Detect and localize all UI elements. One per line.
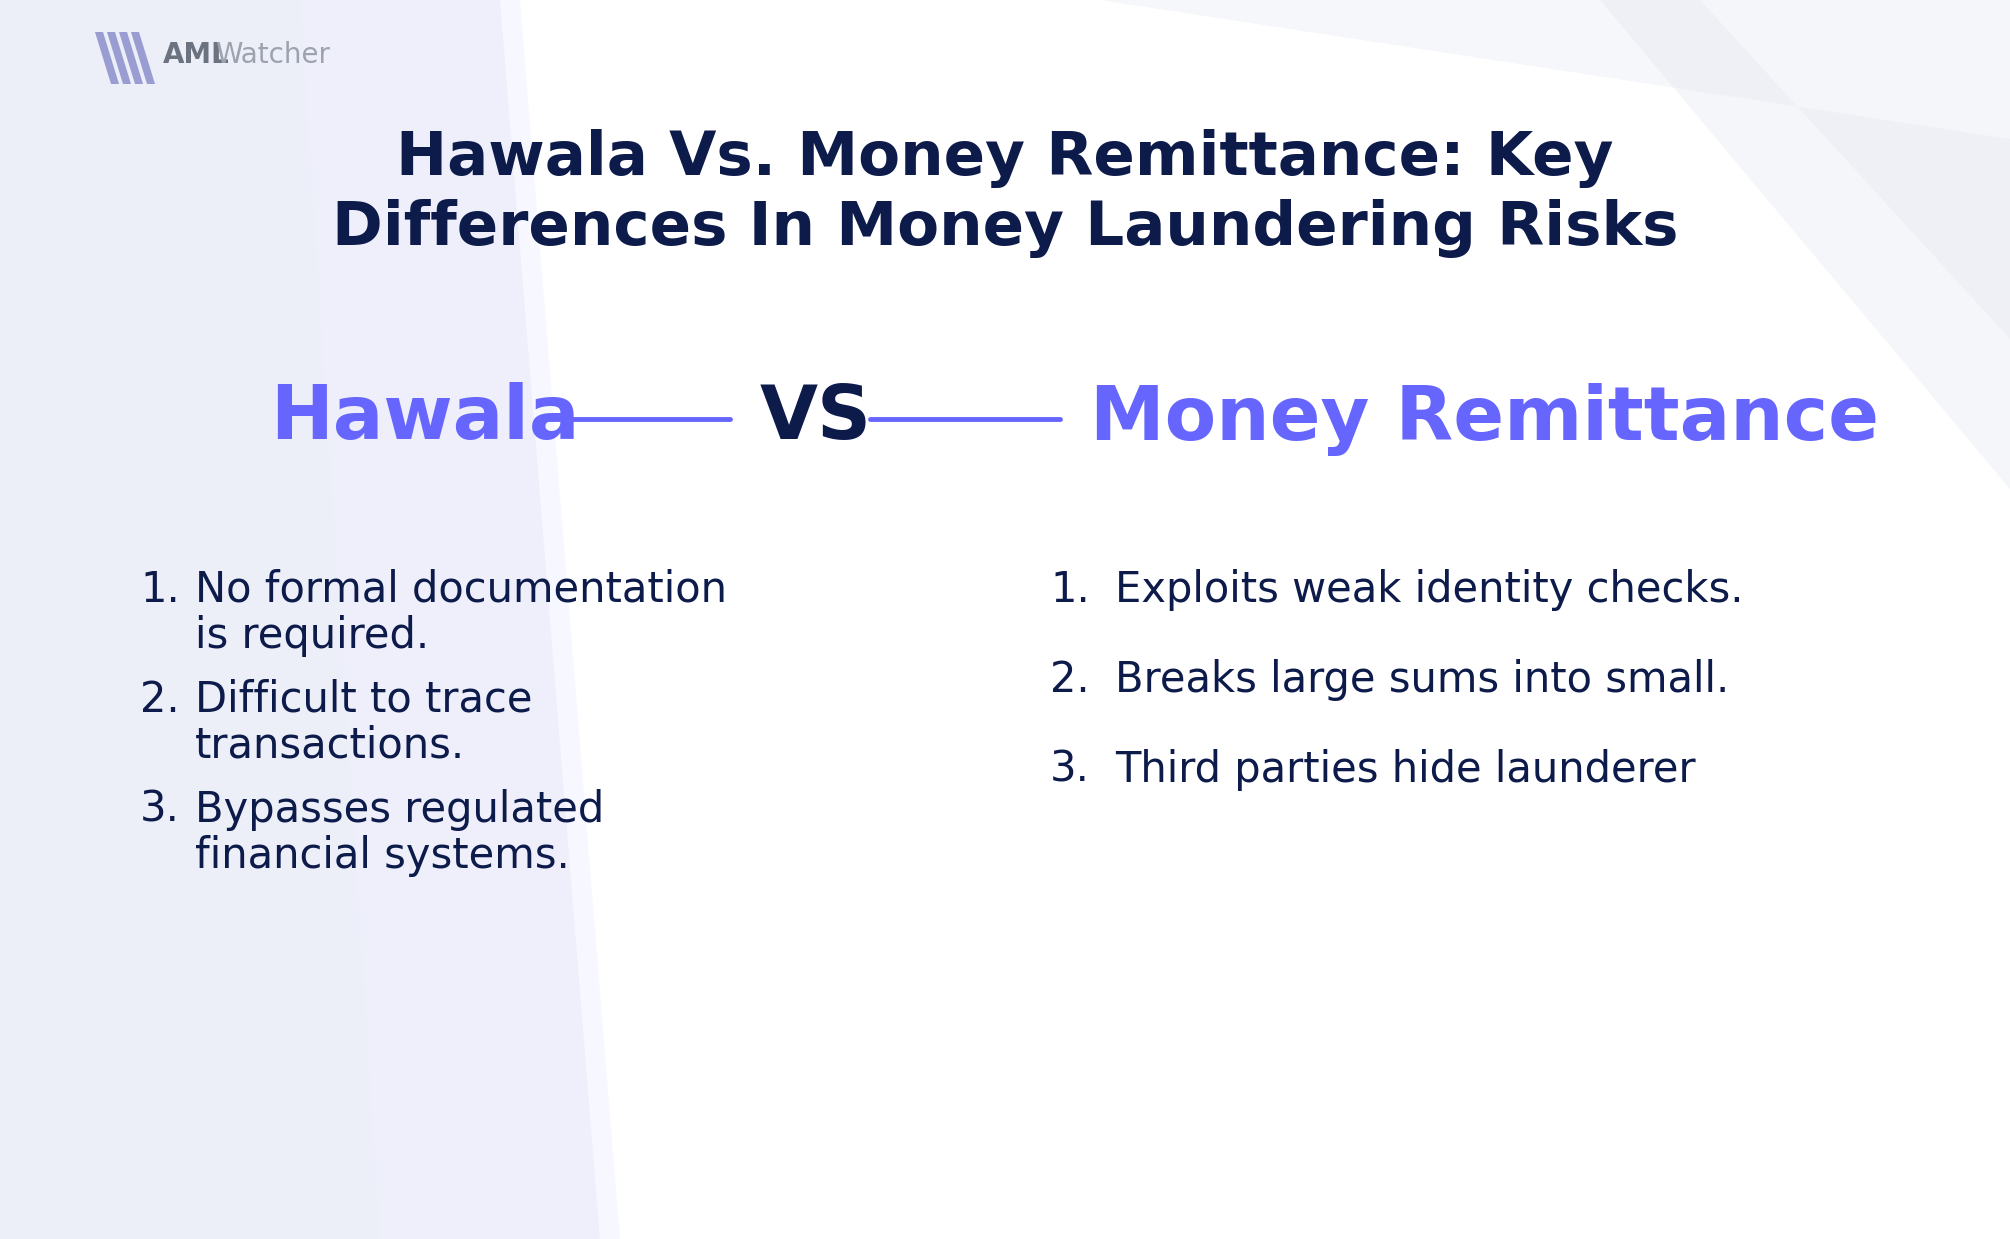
Text: transactions.: transactions.: [195, 725, 464, 767]
Text: 3.: 3.: [1049, 750, 1089, 790]
Text: Differences In Money Laundering Risks: Differences In Money Laundering Risks: [332, 199, 1678, 259]
Text: 2.: 2.: [141, 679, 179, 721]
Text: is required.: is required.: [195, 615, 428, 657]
Text: VS: VS: [760, 383, 872, 456]
Text: Hawala: Hawala: [269, 383, 579, 456]
Text: 1.: 1.: [141, 569, 179, 611]
Polygon shape: [107, 32, 131, 84]
Polygon shape: [320, 0, 2010, 1239]
Text: Exploits weak identity checks.: Exploits weak identity checks.: [1116, 569, 1743, 611]
Text: 3.: 3.: [141, 789, 179, 831]
Text: 2.: 2.: [1049, 659, 1089, 701]
Text: Watcher: Watcher: [215, 41, 330, 69]
Text: AML: AML: [163, 41, 229, 69]
Text: Hawala Vs. Money Remittance: Key: Hawala Vs. Money Remittance: Key: [396, 130, 1614, 188]
Polygon shape: [94, 32, 119, 84]
Text: No formal documentation: No formal documentation: [195, 569, 728, 611]
Polygon shape: [1351, 0, 2010, 489]
Polygon shape: [131, 32, 155, 84]
Text: Breaks large sums into small.: Breaks large sums into small.: [1116, 659, 1729, 701]
Polygon shape: [119, 32, 143, 84]
Polygon shape: [0, 0, 601, 1239]
Text: Bypasses regulated: Bypasses regulated: [195, 789, 605, 831]
Text: financial systems.: financial systems.: [195, 835, 569, 877]
Polygon shape: [299, 0, 619, 1239]
Text: Difficult to trace: Difficult to trace: [195, 679, 533, 721]
Text: 1.: 1.: [1049, 569, 1089, 611]
Text: Money Remittance: Money Remittance: [1089, 383, 1879, 456]
Text: Third parties hide launderer: Third parties hide launderer: [1116, 750, 1696, 790]
Polygon shape: [1099, 0, 2010, 339]
